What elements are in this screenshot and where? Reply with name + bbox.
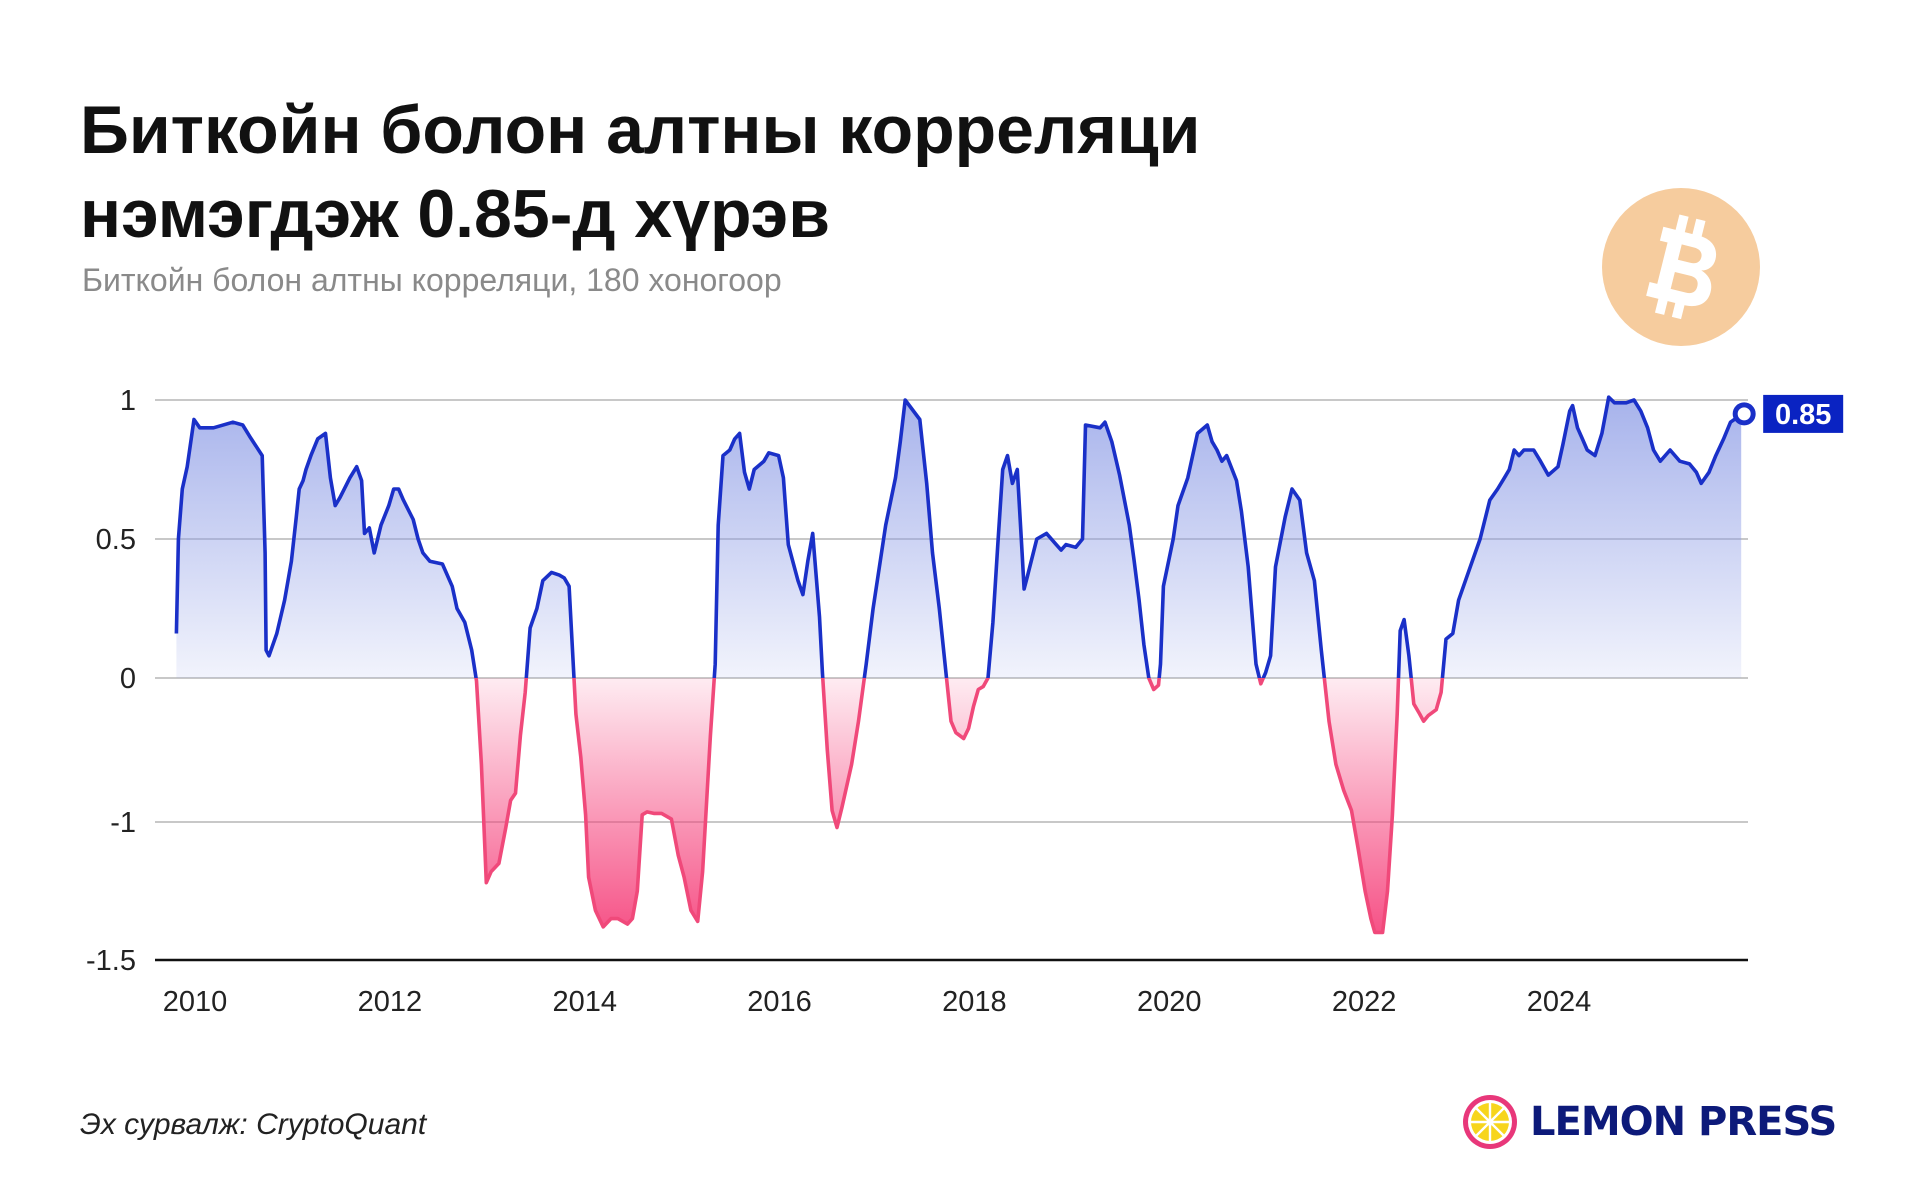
x-tick-label: 2010: [163, 986, 228, 1018]
y-tick-label: 0: [120, 663, 136, 695]
x-tick-labels: 2010 2012 2014 2016 2018 2020 2022 2024: [163, 986, 1592, 1018]
title-line-2: нэмэгдэж 0.85-д хүрэв: [80, 176, 831, 252]
subtitle: Биткойн болон алтны корреляци, 180 хоног…: [82, 262, 782, 298]
x-tick-label: 2014: [552, 986, 617, 1018]
y-tick-label: 0.5: [96, 524, 136, 556]
x-tick-label: 2012: [358, 986, 423, 1018]
y-tick-label: -1: [110, 807, 136, 839]
y-tick-labels: 1 0.5 0 -1 -1.5: [86, 385, 136, 977]
x-tick-label: 2024: [1527, 986, 1592, 1018]
y-tick-label: 1: [120, 385, 136, 417]
last-value-callout: [1763, 394, 1844, 433]
x-tick-label: 2020: [1137, 986, 1202, 1018]
bitcoin-symbol: [1646, 214, 1717, 320]
brand-logo: LEMON PRESS: [1462, 1092, 1837, 1152]
x-tick-label: 2022: [1332, 986, 1397, 1018]
last-value-label: 0.85: [1775, 399, 1831, 431]
positive-area: [176, 397, 1742, 678]
x-tick-label: 2018: [942, 986, 1007, 1018]
page-title: Биткойн болон алтны корреляци нэмэгдэж 0…: [80, 88, 1200, 256]
x-tick-label: 2016: [747, 986, 812, 1018]
lemon-slice-icon: [1463, 1095, 1517, 1149]
positive-line: [174, 395, 1743, 678]
y-tick-label: -1.5: [86, 945, 136, 977]
negative-line: [474, 678, 1445, 935]
brand-name: LEMON PRESS: [1530, 1099, 1837, 1145]
source-note: Эх сурвалж: CryptoQuant: [80, 1108, 427, 1141]
bitcoin-icon: [1602, 188, 1760, 346]
negative-area: [176, 678, 1742, 933]
title-line-1: Биткойн болон алтны корреляци: [80, 92, 1201, 168]
last-value-marker: [1732, 402, 1756, 426]
